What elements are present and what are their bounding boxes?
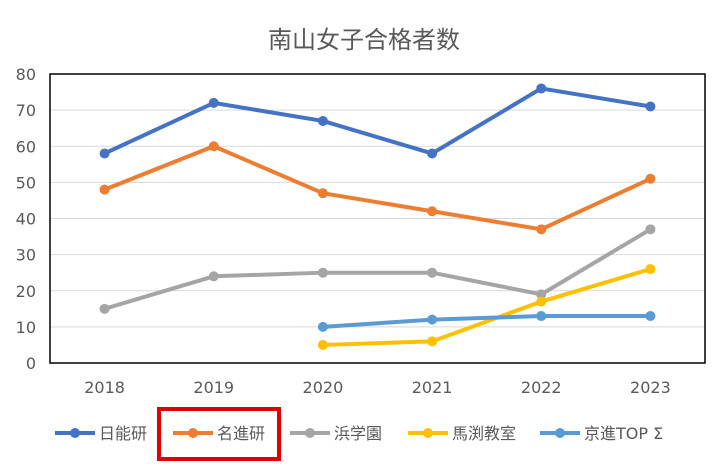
legend-label: 京進TOP Σ — [584, 424, 663, 443]
legend-label: 馬渕教室 — [452, 424, 516, 443]
data-point — [317, 267, 328, 278]
data-point — [427, 314, 438, 325]
series-1 — [99, 83, 656, 159]
legend-highlight-box — [157, 407, 281, 461]
data-point — [645, 264, 656, 275]
x-tick-label: 2018 — [84, 378, 125, 397]
series-line — [102, 86, 653, 156]
y-axis: 0 10 20 30 40 50 60 70 80 — [16, 65, 36, 373]
data-point — [536, 224, 547, 235]
x-tick-label: 2021 — [412, 378, 453, 397]
x-tick-label: 2019 — [193, 378, 234, 397]
data-point — [99, 303, 110, 314]
legend-label: 浜学園 — [334, 424, 382, 443]
data-point — [536, 83, 547, 94]
series-4 — [317, 264, 656, 350]
legend-label: 名進研 — [217, 424, 265, 443]
legend-swatch-marker — [555, 428, 565, 438]
y-tick-label: 40 — [16, 210, 36, 229]
legend: 日能研 名進研 浜学園 馬渕教室 京進TOP Σ — [55, 407, 663, 461]
data-point — [427, 267, 438, 278]
legend-label: 日能研 — [99, 424, 147, 443]
x-tick-label: 2022 — [521, 378, 562, 397]
legend-item: 京進TOP Σ — [540, 424, 663, 443]
series-line — [102, 144, 653, 232]
data-point — [208, 271, 219, 282]
data-point — [427, 148, 438, 159]
data-point — [645, 173, 656, 184]
legend-swatch-marker — [70, 428, 80, 438]
gridlines — [49, 73, 706, 364]
series-line — [320, 314, 653, 329]
series-line — [102, 227, 653, 311]
x-tick-label: 2020 — [303, 378, 344, 397]
series-2 — [99, 141, 656, 235]
x-tick-label: 2023 — [630, 378, 671, 397]
data-point — [99, 148, 110, 159]
y-tick-label: 80 — [16, 65, 36, 84]
legend-item: 日能研 — [55, 424, 147, 443]
data-point — [317, 321, 328, 332]
data-point — [317, 188, 328, 199]
series-5 — [317, 311, 656, 332]
data-point — [645, 224, 656, 235]
data-point — [645, 311, 656, 322]
y-tick-label: 30 — [16, 246, 36, 265]
legend-swatch-marker — [188, 428, 198, 438]
data-point — [645, 101, 656, 112]
data-point — [536, 296, 547, 307]
y-tick-label: 50 — [16, 173, 36, 192]
data-point — [208, 97, 219, 108]
plot-area-border — [49, 73, 706, 364]
legend-item: 馬渕教室 — [408, 424, 516, 443]
legend-item: 名進研 — [173, 424, 265, 443]
data-point — [536, 311, 547, 322]
series-line — [320, 267, 653, 347]
y-tick-label: 60 — [16, 137, 36, 156]
x-axis: 2018 2019 2020 2021 2022 2023 — [84, 378, 671, 397]
data-point — [317, 115, 328, 126]
legend-swatch-marker — [423, 428, 433, 438]
series-3 — [99, 224, 656, 314]
legend-swatch-marker — [305, 428, 315, 438]
legend-item: 浜学園 — [290, 424, 382, 443]
data-point — [427, 206, 438, 217]
y-tick-label: 70 — [16, 101, 36, 120]
data-point — [317, 339, 328, 350]
series-layer — [99, 83, 656, 350]
data-point — [208, 141, 219, 152]
chart-title: 南山女子合格者数 — [268, 26, 460, 54]
y-tick-label: 0 — [26, 354, 36, 373]
data-point — [427, 336, 438, 347]
data-point — [99, 184, 110, 195]
data-point — [536, 289, 547, 300]
y-tick-label: 10 — [16, 318, 36, 337]
y-tick-label: 20 — [16, 282, 36, 301]
